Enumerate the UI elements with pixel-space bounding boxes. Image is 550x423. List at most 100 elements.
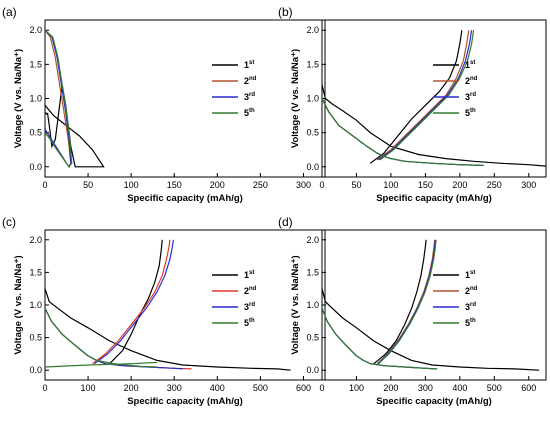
- legend-label-2nd: 2nd: [465, 286, 478, 296]
- x-tick-label: 500: [253, 383, 268, 393]
- x-tick-label: 250: [253, 180, 268, 190]
- legend-label-2nd: 2nd: [465, 76, 478, 86]
- y-tick-label: 1.5: [306, 59, 319, 69]
- series-group: [322, 30, 546, 167]
- series-1st-charge: [373, 239, 427, 365]
- panel-label: (b): [278, 5, 293, 19]
- y-tick-label: 2.0: [306, 25, 319, 35]
- y-tick-label: 1.0: [306, 94, 319, 104]
- y-axis-title: Voltage (V vs. Na/Na⁺): [13, 255, 24, 354]
- legend-label-5th: 5th: [244, 108, 255, 118]
- y-tick-label: 1.5: [29, 59, 42, 69]
- series-1st-charge: [369, 30, 463, 164]
- x-tick-label: 300: [296, 180, 311, 190]
- x-tick-label: 200: [383, 383, 398, 393]
- series-1st-discharge: [322, 84, 546, 167]
- x-tick-label: 150: [167, 180, 182, 190]
- series-5th-charge: [379, 30, 475, 161]
- panel-4: (d) 0 100 200 300 400 500 600 0.0 0.5 1.0 1.5 2.0 Spe…: [278, 215, 547, 407]
- series-2nd-charge: [92, 239, 171, 365]
- x-tick-label: 100: [349, 383, 364, 393]
- plot-frame: [44, 19, 326, 178]
- y-tick-label: 0.5: [306, 128, 319, 138]
- legend-label-1st: 1st: [465, 60, 475, 70]
- x-tick-label: 100: [81, 383, 96, 393]
- legend-label-1st: 1st: [244, 270, 254, 280]
- series-2nd-charge: [376, 239, 436, 365]
- x-axis-title: Specific capacity (mAh/g): [127, 193, 243, 204]
- x-tick-label: 100: [124, 180, 139, 190]
- x-tick-label: 300: [167, 383, 182, 393]
- y-tick-label: 0.0: [29, 365, 42, 375]
- panel-3: (c) 0 100 200 300 400 500 600 0.0 0.5 1.0 1.5 2.0 Spe…: [2, 215, 326, 407]
- x-axis-title: Specific capacity (mAh/g): [376, 193, 492, 204]
- x-tick-label: 200: [124, 383, 139, 393]
- series-5th-discharge: [322, 308, 438, 370]
- x-tick-label: 400: [452, 383, 467, 393]
- x-tick-label: 100: [383, 180, 398, 190]
- x-tick-label: 150: [418, 180, 433, 190]
- x-tick-label: 600: [521, 383, 536, 393]
- y-axis-title: Voltage (V vs. Na/Na⁺): [290, 49, 301, 148]
- legend-label-3rd: 3rd: [244, 302, 255, 312]
- series-group: [322, 239, 540, 371]
- legend-label-5th: 5th: [244, 318, 255, 328]
- series-5th-discharge: [45, 308, 158, 368]
- x-tick-label: 500: [487, 383, 502, 393]
- x-axis-title: Specific capacity (mAh/g): [127, 396, 243, 407]
- legend-label-3rd: 3rd: [465, 92, 476, 102]
- legend-label-5th: 5th: [465, 318, 476, 328]
- series-5th-charge: [45, 361, 158, 368]
- y-axis-title: Voltage (V vs. Na/Na⁺): [290, 255, 301, 354]
- series-1st-charge: [109, 239, 163, 365]
- y-tick-label: 1.0: [306, 300, 319, 310]
- series-5th-charge: [378, 239, 437, 365]
- legend-label-1st: 1st: [465, 270, 475, 280]
- legend-label-1st: 1st: [244, 60, 254, 70]
- y-tick-label: 2.0: [29, 25, 42, 35]
- panel-2: (b) 0 50 100 150 200 250 300 0.0 0.5 1.0 1.5 2.0 Spec…: [278, 5, 547, 204]
- y-tick-label: 1.0: [29, 300, 42, 310]
- y-tick-label: 2.0: [306, 235, 319, 245]
- x-tick-label: 300: [521, 180, 536, 190]
- y-tick-label: 1.5: [29, 267, 42, 277]
- x-tick-label: 50: [351, 180, 361, 190]
- legend-label-5th: 5th: [465, 108, 476, 118]
- plot-frame: [321, 19, 547, 178]
- y-axis-title: Voltage (V vs. Na/Na⁺): [13, 49, 24, 148]
- series-3rd-charge: [377, 239, 436, 365]
- x-tick-label: 250: [487, 180, 502, 190]
- x-tick-label: 50: [83, 180, 93, 190]
- x-tick-label: 400: [210, 383, 225, 393]
- series-group: [45, 29, 105, 168]
- y-tick-label: 0.5: [29, 333, 42, 343]
- legend-label-2nd: 2nd: [244, 76, 257, 86]
- y-tick-label: 1.0: [29, 94, 42, 104]
- x-tick-label: 200: [210, 180, 225, 190]
- y-tick-label: 0.5: [29, 128, 42, 138]
- x-tick-label: 0: [319, 180, 324, 190]
- y-tick-label: 0.5: [306, 333, 319, 343]
- series-5th: [45, 29, 73, 168]
- y-tick-label: 0.0: [306, 162, 319, 172]
- plot-frame: [44, 229, 326, 381]
- legend-label-3rd: 3rd: [244, 92, 255, 102]
- series-group: [45, 239, 291, 371]
- series-3rd-charge: [94, 239, 174, 365]
- x-tick-label: 0: [42, 383, 47, 393]
- x-tick-label: 0: [319, 383, 324, 393]
- panel-label: (d): [278, 215, 293, 229]
- series-2nd-charge: [376, 30, 470, 161]
- panel-label: (c): [2, 215, 16, 229]
- series-1st: [45, 84, 105, 168]
- legend-label-3rd: 3rd: [465, 302, 476, 312]
- panel-1: (a) 0 50 100 150 200 250 300 0.0 0.5 1.0 1.5 2.0 Spec…: [2, 5, 326, 204]
- x-axis-title: Specific capacity (mAh/g): [376, 396, 492, 407]
- y-tick-label: 0.0: [29, 162, 42, 172]
- x-tick-label: 300: [418, 383, 433, 393]
- series-5th-discharge: [322, 98, 485, 166]
- y-tick-label: 0.0: [306, 365, 319, 375]
- y-tick-label: 1.5: [306, 267, 319, 277]
- series-3rd-charge: [378, 30, 473, 161]
- panel-label: (a): [2, 5, 17, 19]
